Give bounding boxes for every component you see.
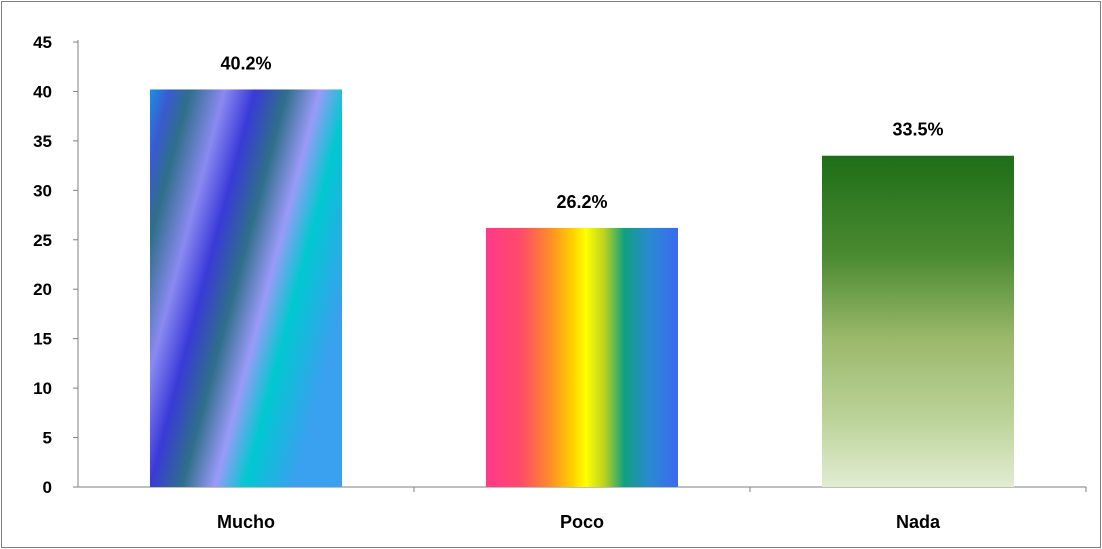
x-category-label: Nada — [896, 512, 941, 532]
x-category-label: Poco — [560, 512, 604, 532]
bar-nada — [822, 155, 1014, 487]
x-category-label: Mucho — [217, 512, 275, 532]
data-label: 40.2% — [220, 53, 271, 73]
data-label: 33.5% — [892, 120, 943, 140]
bar-poco — [486, 227, 678, 487]
y-tick-label: 20 — [33, 280, 52, 299]
y-tick-label: 40 — [33, 82, 52, 101]
bar-mucho — [150, 89, 342, 487]
y-tick-label: 35 — [33, 132, 52, 151]
y-tick-label: 10 — [33, 379, 52, 398]
y-tick-label: 25 — [33, 231, 52, 250]
y-tick-label: 30 — [33, 181, 52, 200]
y-tick-label: 5 — [43, 429, 52, 448]
y-tick-label: 45 — [33, 33, 52, 52]
y-tick-label: 15 — [33, 330, 52, 349]
data-label: 26.2% — [556, 192, 607, 212]
y-tick-label: 0 — [43, 478, 52, 497]
